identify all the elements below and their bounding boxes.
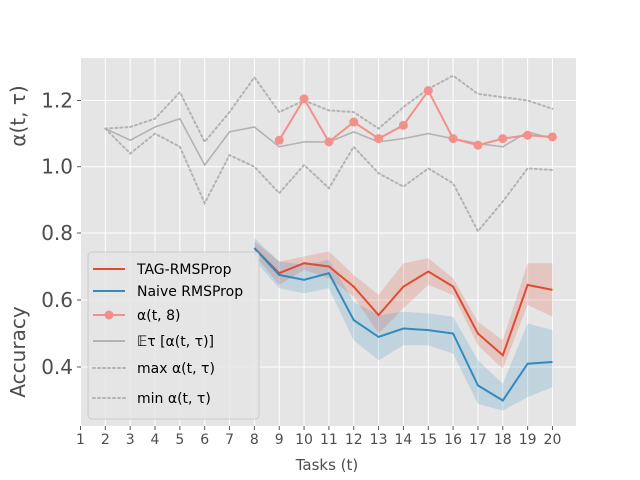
bottom-y-tick-label-0.8: 0.8 (41, 221, 73, 245)
x-tick-label-7: 7 (225, 432, 234, 448)
alpha-t-8-point-18 (498, 134, 508, 144)
bottom-y-axis-label: Accuracy (6, 306, 30, 397)
min-alpha-line (104, 127, 554, 233)
max-alpha-line (104, 74, 554, 144)
x-tick-label-16: 16 (444, 432, 462, 448)
x-tick-label-18: 18 (494, 432, 512, 448)
legend-entry-2-marker (104, 310, 114, 320)
legend-entry-4: max α(t, τ) (92, 361, 215, 377)
legend-entry-0: TAG-RMSProp (93, 262, 232, 278)
bottom-y-tick-label-0.6: 0.6 (41, 288, 73, 312)
legend-entry-3-label: 𝔼τ [α(t, τ)] (137, 334, 214, 350)
tag-rmsprop-line (253, 247, 553, 358)
x-tick-label-17: 17 (469, 432, 487, 448)
x-tick-label-5: 5 (175, 432, 184, 448)
x-tick-label-12: 12 (345, 432, 363, 448)
alpha-t-8-point-9 (274, 135, 284, 145)
alpha-t-8-point-13 (374, 134, 384, 144)
x-tick-label-11: 11 (320, 432, 338, 448)
legend-box (87, 251, 260, 420)
series-markers (274, 86, 557, 150)
legend-entry-2-label: α(t, 8) (137, 308, 180, 324)
alpha-t-8-point-15 (423, 86, 433, 96)
legend-entry-4-label: max α(t, τ) (137, 361, 215, 377)
x-tick-label-13: 13 (370, 432, 388, 448)
x-tick-label-15: 15 (419, 432, 437, 448)
x-axis-label: Tasks (t) (295, 456, 359, 474)
x-tick-label-10: 10 (295, 432, 313, 448)
alpha-t-8-point-17 (473, 140, 483, 150)
legend-entry-5: min α(t, τ) (92, 391, 211, 407)
alpha-t-8-point-20 (547, 132, 557, 142)
y-tick-labels: 1.2 1.0 0.8 0.6 0.4 (41, 89, 81, 379)
x-tick-label-2: 2 (101, 432, 110, 448)
legend-entry-1-label: Naive RMSProp (137, 284, 243, 300)
legend: TAG-RMSProp Naive RMSProp α(t, 8) 𝔼τ [α(t, … (87, 251, 260, 420)
legend-entry-3: 𝔼τ [α(t, τ)] (93, 334, 214, 350)
legend-entry-1: Naive RMSProp (93, 284, 243, 300)
bottom-y-tick-label-0.4: 0.4 (41, 355, 73, 379)
alpha-t-8-point-14 (398, 120, 408, 130)
naive-rmsprop-line (253, 247, 553, 402)
x-tick-label-9: 9 (275, 432, 284, 448)
x-tick-label-6: 6 (200, 432, 209, 448)
top-y-tick-label-1.2: 1.2 (41, 89, 73, 113)
x-tick-label-1: 1 (76, 432, 85, 448)
alpha-t-8-point-16 (448, 134, 458, 144)
top-y-tick-label-1.0: 1.0 (41, 155, 73, 179)
alpha-t-8-point-11 (324, 137, 334, 147)
x-tick-labels: 1 2 3 4 5 6 7 8 9 10 11 12 13 14 15 16 17 18 19 20 (76, 426, 561, 448)
x-tick-label-20: 20 (544, 432, 562, 448)
legend-entry-5-label: min α(t, τ) (137, 391, 211, 407)
legend-entry-2: α(t, 8) (93, 308, 180, 324)
x-tick-label-3: 3 (126, 432, 135, 448)
x-tick-label-19: 19 (519, 432, 537, 448)
x-tick-label-4: 4 (151, 432, 160, 448)
naive-rmsprop-band (254, 238, 553, 411)
legend-entry-0-label: TAG-RMSProp (136, 262, 232, 278)
top-y-axis-label: α(t, τ) (6, 85, 30, 146)
alpha-t-8-point-19 (523, 130, 533, 140)
alpha-t-8-point-10 (299, 94, 309, 104)
x-tick-label-8: 8 (250, 432, 259, 448)
x-tick-label-14: 14 (395, 432, 413, 448)
alpha-t-8-point-12 (349, 117, 359, 127)
